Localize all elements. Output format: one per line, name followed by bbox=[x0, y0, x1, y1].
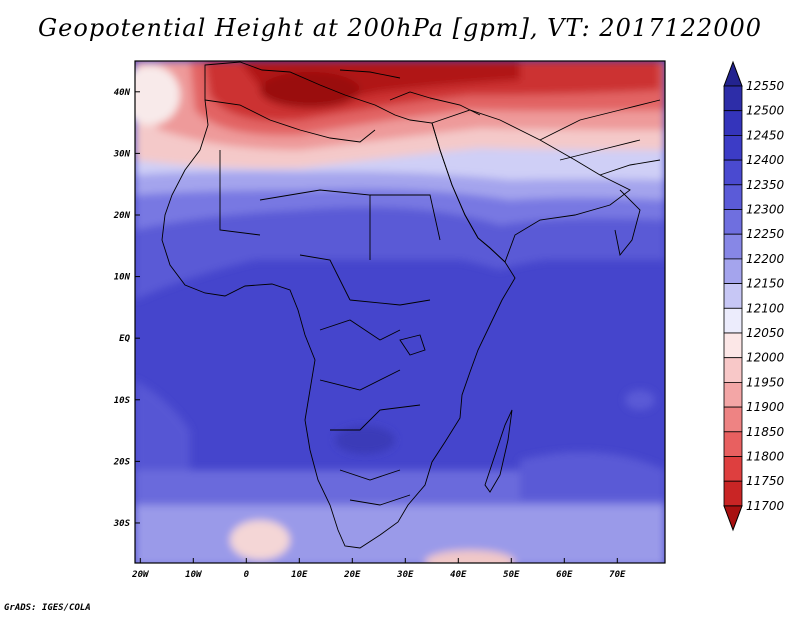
lon-tick-label: 10W bbox=[185, 570, 203, 580]
colorbar-label: 12300 bbox=[746, 203, 785, 217]
colorbar-label: 11800 bbox=[746, 450, 785, 464]
lat-tick-label: 40N bbox=[114, 88, 131, 98]
colorbar-swatch bbox=[723, 480, 743, 507]
lon-tick-label: 70E bbox=[609, 570, 626, 580]
colorbar-label: 11950 bbox=[746, 375, 785, 389]
colorbar-label: 11750 bbox=[746, 474, 785, 488]
lat-tick-label: 30N bbox=[113, 149, 131, 159]
colorbar-swatch bbox=[723, 431, 743, 457]
lat-tick-label: EQ bbox=[119, 334, 130, 344]
colorbar-swatch bbox=[723, 159, 743, 186]
colorbar-swatch bbox=[723, 332, 743, 359]
colorbar-swatch bbox=[723, 233, 743, 260]
longitude-axis: 20W 10W 0 10E 20E 30E 40E 50E 60E 70E bbox=[131, 558, 626, 580]
lon-tick-label: 50E bbox=[503, 570, 520, 580]
colorbar-swatch bbox=[723, 110, 743, 136]
colorbar: 12550 12500 12450 12400 12350 12300 12250 12200… bbox=[723, 60, 785, 532]
lat-tick-label: 10S bbox=[114, 396, 131, 406]
colorbar-label: 12200 bbox=[746, 252, 785, 266]
colorbar-label: 12150 bbox=[746, 277, 785, 291]
lon-tick-label: 10E bbox=[291, 570, 308, 580]
colorbar-label: 12400 bbox=[746, 153, 785, 167]
lat-tick-label: 10N bbox=[114, 273, 131, 283]
colorbar-label: 12000 bbox=[746, 351, 785, 365]
colorbar-label: 12550 bbox=[746, 79, 785, 93]
colorbar-label: 11700 bbox=[746, 499, 785, 513]
height-field bbox=[135, 61, 665, 563]
colorbar-top-arrow bbox=[723, 60, 743, 87]
map-frame bbox=[134, 60, 666, 564]
credit-label: GrADS: IGES/COLA bbox=[4, 603, 91, 613]
lat-tick-label: 30S bbox=[113, 519, 131, 529]
colorbar-swatch bbox=[723, 381, 743, 408]
colorbar-label: 12350 bbox=[746, 178, 785, 192]
lon-tick-label: 30E bbox=[396, 570, 414, 580]
latitude-axis: 40N 30N 20N 10N EQ 10S 20S 30S bbox=[113, 88, 140, 529]
colorbar-label: 12100 bbox=[746, 301, 785, 315]
map-title: Geopotential Height at 200hPa [gpm], VT:… bbox=[38, 14, 762, 42]
colorbar-label: 11900 bbox=[746, 400, 785, 414]
colorbar-label: 12050 bbox=[746, 326, 785, 340]
colorbar-swatch bbox=[723, 456, 743, 482]
colorbar-swatch bbox=[723, 184, 743, 210]
colorbar-swatch bbox=[723, 209, 743, 235]
lon-tick-label: 20E bbox=[343, 570, 361, 580]
colorbar-swatch bbox=[723, 85, 743, 112]
lat-tick-label: 20N bbox=[113, 211, 131, 221]
colorbar-label: 12450 bbox=[746, 128, 785, 142]
colorbar-label: 11850 bbox=[746, 425, 785, 439]
lat-tick-label: 20S bbox=[113, 457, 131, 467]
colorbar-swatch bbox=[723, 134, 743, 161]
colorbar-bottom-arrow bbox=[723, 505, 743, 532]
colorbar-label: 12500 bbox=[746, 104, 785, 118]
colorbar-swatch bbox=[723, 307, 743, 334]
lon-tick-label: 0 bbox=[244, 570, 250, 580]
lon-tick-label: 20W bbox=[131, 570, 150, 580]
colorbar-swatch bbox=[723, 258, 743, 284]
colorbar-swatch bbox=[723, 357, 743, 383]
lon-tick-label: 60E bbox=[556, 570, 573, 580]
colorbar-swatch bbox=[723, 406, 743, 433]
lon-tick-label: 40E bbox=[450, 570, 467, 580]
colorbar-label: 12250 bbox=[746, 227, 785, 241]
coastlines bbox=[161, 61, 661, 549]
colorbar-swatch bbox=[723, 283, 743, 309]
